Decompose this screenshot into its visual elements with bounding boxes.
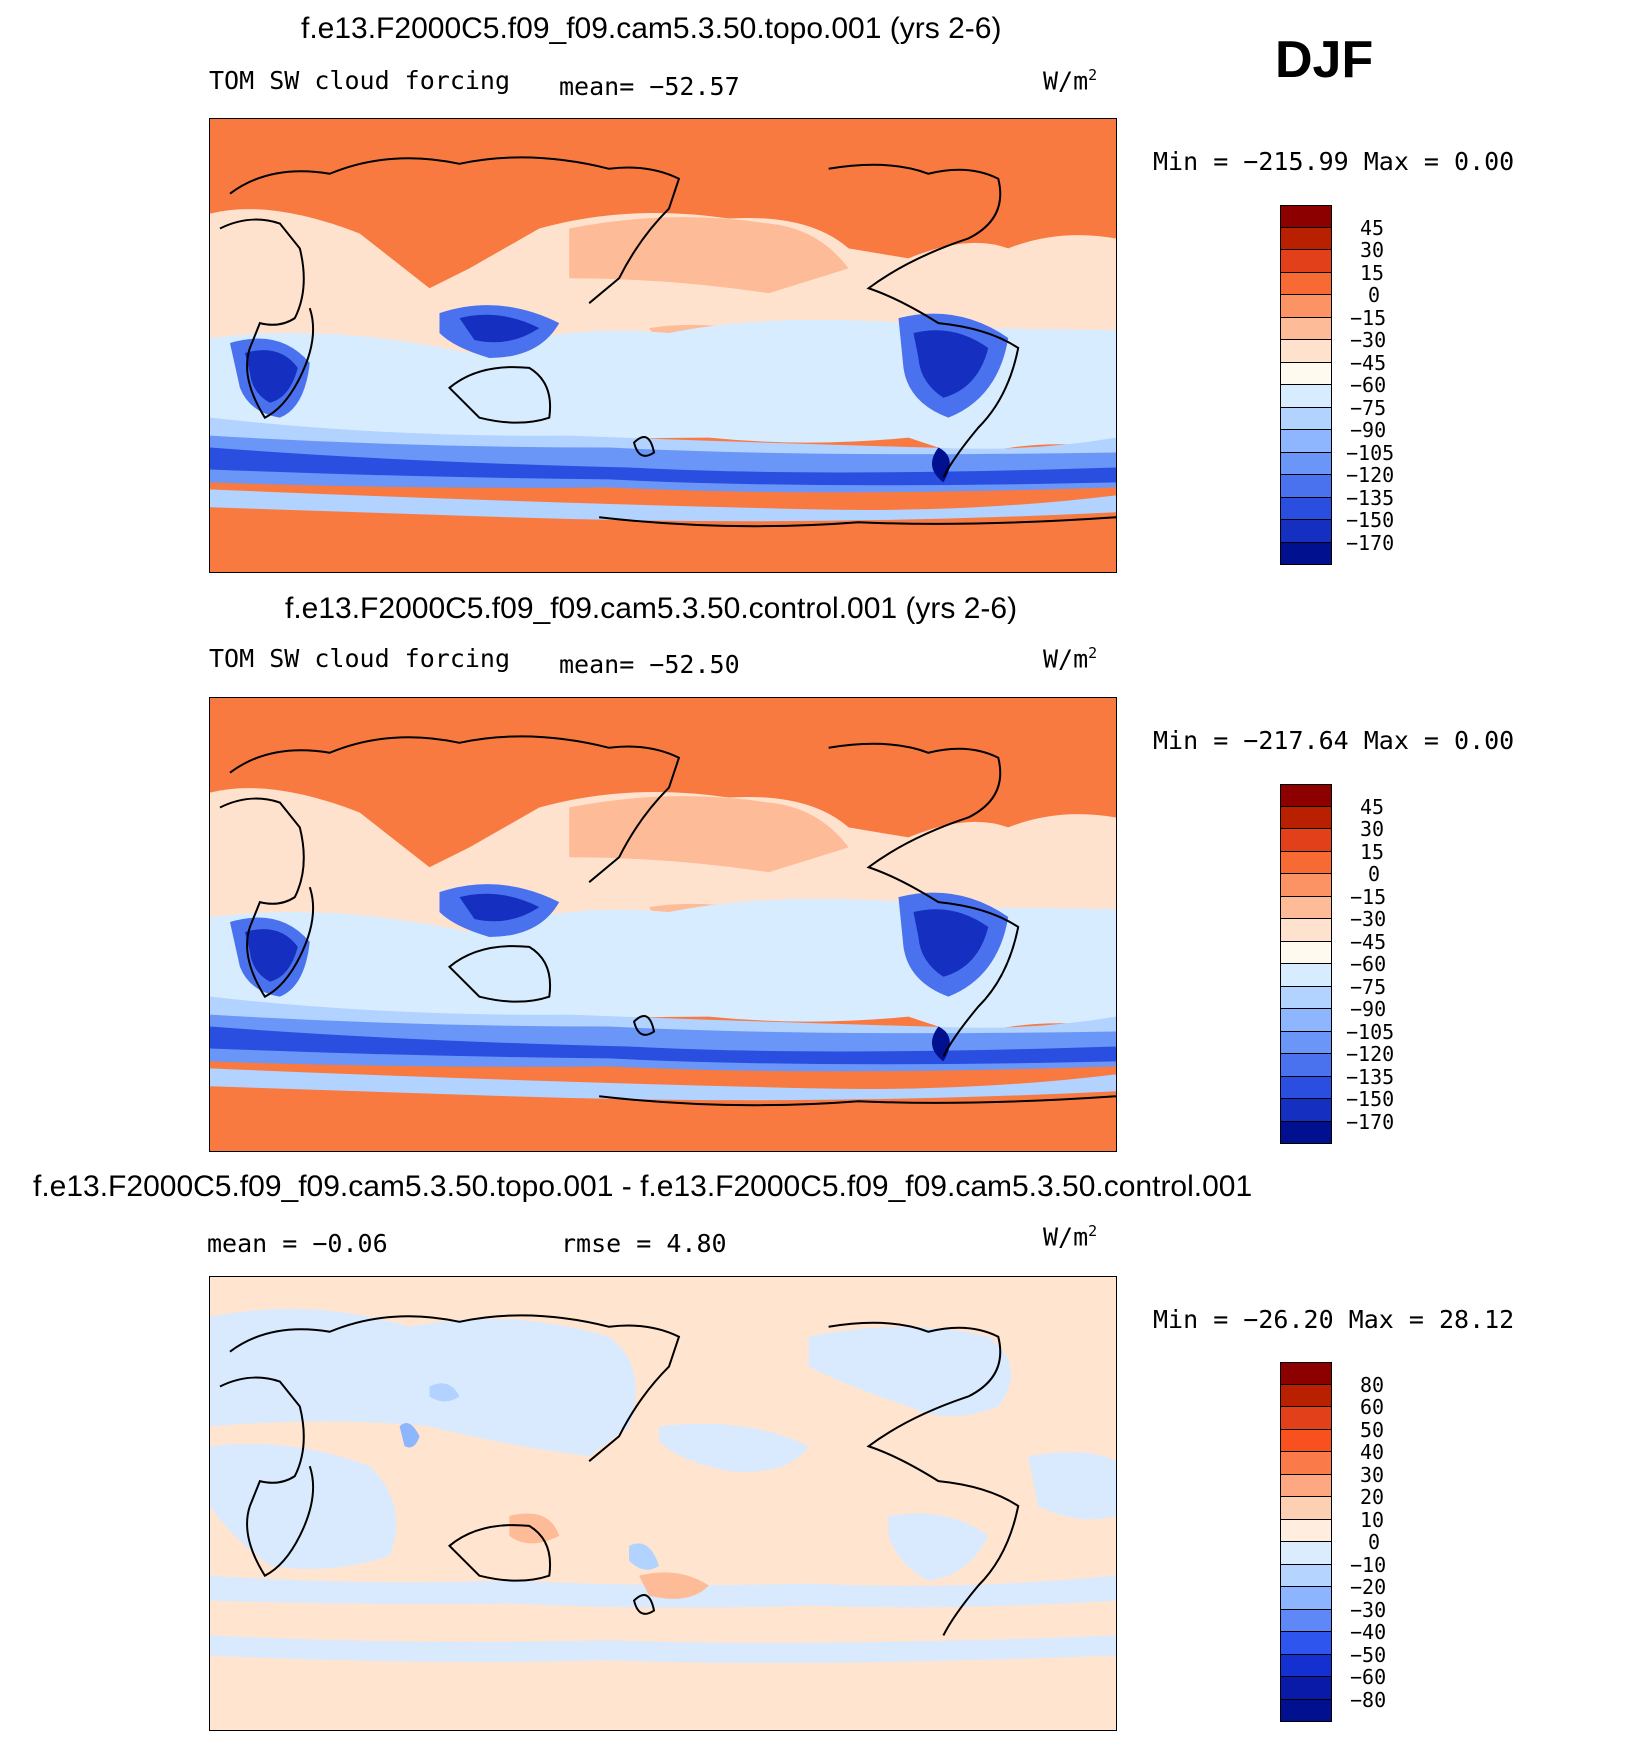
panel-2-mean-label: mean= −52.50 bbox=[559, 650, 740, 679]
cbar-label: −80 bbox=[1350, 1688, 1387, 1712]
season-label: DJF bbox=[1275, 31, 1374, 89]
cbar-label: −10 bbox=[1350, 1553, 1387, 1577]
cbar-label: 30 bbox=[1360, 238, 1385, 262]
panel-1-map bbox=[209, 118, 1117, 573]
panel-3-mean-label: mean = −0.06 bbox=[207, 1229, 388, 1258]
cbar-label: 15 bbox=[1360, 261, 1385, 285]
cbar-label: −120 bbox=[1346, 1042, 1395, 1066]
cbar-label: 10 bbox=[1360, 1508, 1385, 1532]
panel-1-title: f.e13.F2000C5.f09_f09.cam5.3.50.topo.001… bbox=[301, 12, 1002, 45]
cbar-label: −90 bbox=[1350, 997, 1387, 1021]
panel-2-colorbar bbox=[1280, 784, 1334, 1144]
cbar-label: −45 bbox=[1350, 351, 1387, 375]
cbar-label: −45 bbox=[1350, 930, 1387, 954]
cbar-label: −40 bbox=[1350, 1620, 1387, 1644]
cbar-label: 50 bbox=[1360, 1418, 1385, 1442]
cbar-label: −15 bbox=[1350, 885, 1387, 909]
cbar-label: −150 bbox=[1346, 1087, 1395, 1111]
panel-1-units-label: W/m2 bbox=[1043, 66, 1098, 96]
panel-3-map bbox=[209, 1276, 1117, 1731]
panel-2-title: f.e13.F2000C5.f09_f09.cam5.3.50.control.… bbox=[285, 592, 1018, 625]
cbar-label: 0 bbox=[1368, 1530, 1381, 1554]
cbar-label: 0 bbox=[1368, 283, 1381, 307]
cbar-label: 45 bbox=[1360, 216, 1385, 240]
cbar-label: 30 bbox=[1360, 1463, 1385, 1487]
panel-3-rmse-label: rmse = 4.80 bbox=[561, 1229, 727, 1258]
panel-2-variable-label: TOM SW cloud forcing bbox=[209, 644, 511, 673]
panel-2-units-label: W/m2 bbox=[1043, 644, 1098, 674]
cbar-label: −105 bbox=[1346, 441, 1395, 465]
cbar-label: −150 bbox=[1346, 508, 1395, 532]
cbar-label: 0 bbox=[1368, 862, 1381, 886]
panel-3-units-label: W/m2 bbox=[1043, 1222, 1098, 1252]
cbar-label: 20 bbox=[1360, 1485, 1385, 1509]
cbar-label: −170 bbox=[1346, 1110, 1395, 1134]
cbar-label: −60 bbox=[1350, 373, 1387, 397]
cbar-label: −75 bbox=[1350, 396, 1387, 420]
cbar-label: −50 bbox=[1350, 1643, 1387, 1667]
cbar-label: 40 bbox=[1360, 1440, 1385, 1464]
cbar-label: −30 bbox=[1350, 328, 1387, 352]
cbar-label: −60 bbox=[1350, 952, 1387, 976]
cbar-label: −75 bbox=[1350, 975, 1387, 999]
cbar-label: −60 bbox=[1350, 1665, 1387, 1689]
cbar-label: −30 bbox=[1350, 1598, 1387, 1622]
panel-2-map bbox=[209, 697, 1117, 1152]
cbar-label: −170 bbox=[1346, 531, 1395, 555]
panel-3-colorbar bbox=[1280, 1362, 1334, 1722]
cbar-label: 45 bbox=[1360, 795, 1385, 819]
cbar-label: −30 bbox=[1350, 907, 1387, 931]
cbar-label: −120 bbox=[1346, 463, 1395, 487]
cbar-label: −105 bbox=[1346, 1020, 1395, 1044]
cbar-label: 80 bbox=[1360, 1373, 1385, 1397]
cbar-label: −135 bbox=[1346, 1065, 1395, 1089]
panel-1-minmax-label: Min = −215.99 Max = 0.00 bbox=[1153, 147, 1515, 176]
cbar-label: −15 bbox=[1350, 306, 1387, 330]
cbar-label: 60 bbox=[1360, 1395, 1385, 1419]
cbar-label: −20 bbox=[1350, 1575, 1387, 1599]
cbar-label: 15 bbox=[1360, 840, 1385, 864]
cbar-label: −135 bbox=[1346, 486, 1395, 510]
cbar-label: −90 bbox=[1350, 418, 1387, 442]
cbar-label: 30 bbox=[1360, 817, 1385, 841]
panel-3-minmax-label: Min = −26.20 Max = 28.12 bbox=[1153, 1305, 1515, 1334]
panel-1-colorbar bbox=[1280, 205, 1334, 565]
panel-1-variable-label: TOM SW cloud forcing bbox=[209, 66, 511, 95]
panel-3-title: f.e13.F2000C5.f09_f09.cam5.3.50.topo.001… bbox=[33, 1170, 1253, 1203]
panel-2-minmax-label: Min = −217.64 Max = 0.00 bbox=[1153, 726, 1515, 755]
panel-1-mean-label: mean= −52.57 bbox=[559, 72, 740, 101]
